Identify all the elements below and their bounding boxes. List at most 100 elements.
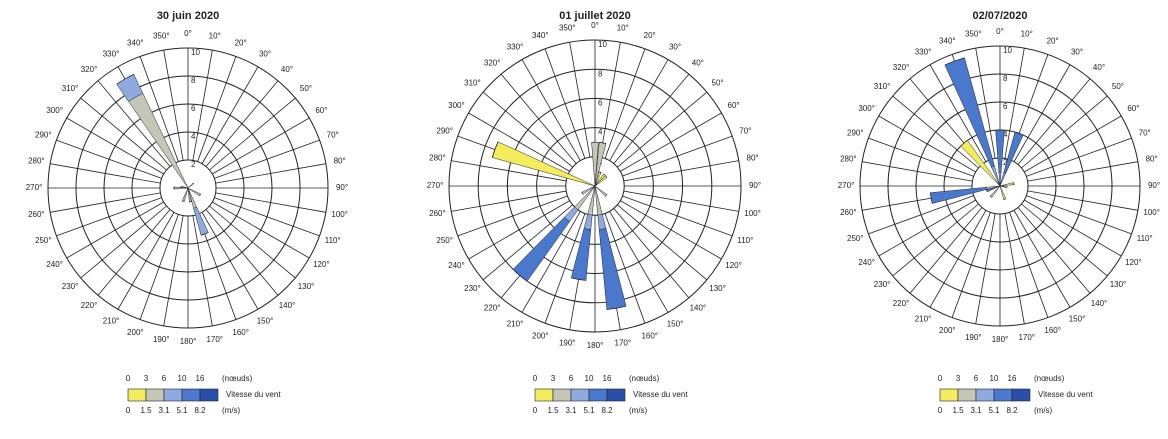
direction-label: 20°	[235, 38, 247, 47]
legend-swatch	[993, 388, 1013, 402]
ring	[887, 73, 1113, 299]
direction-label: 180°	[992, 335, 1009, 344]
ring-label: 10	[191, 48, 200, 57]
direction-label: 70°	[327, 130, 339, 139]
direction-label: 160°	[1044, 326, 1061, 335]
direction-label: 30°	[1071, 48, 1083, 57]
legend-ms-label: 0	[938, 406, 943, 415]
ring	[159, 159, 217, 217]
direction-label: 130°	[298, 282, 315, 291]
legend-ms-label: 8.2	[601, 406, 613, 415]
legend-swatch	[939, 388, 959, 402]
direction-label: 120°	[1125, 258, 1142, 267]
legend-ms-label: 8.2	[1006, 406, 1018, 415]
legend-knots-label: 3	[144, 374, 149, 383]
legend-ms-label: 3.1	[565, 406, 577, 415]
direction-label: 250°	[436, 236, 453, 245]
direction-label: 250°	[847, 234, 864, 243]
ring	[131, 131, 245, 245]
direction-label: 270°	[838, 181, 855, 190]
legend-knots-label: 16	[1008, 374, 1017, 383]
petal-segment	[605, 175, 608, 178]
ring-label: 2	[191, 160, 196, 169]
direction-label: 100°	[744, 209, 761, 218]
petal-segment	[571, 277, 586, 281]
legend-ms-unit: (m/s)	[1034, 406, 1053, 415]
direction-label: 40°	[1093, 63, 1105, 72]
direction-label: 280°	[429, 153, 446, 162]
direction-label: 10°	[1021, 29, 1033, 38]
ring-label: 8	[598, 69, 603, 78]
direction-label: 60°	[1127, 104, 1139, 113]
ring	[859, 45, 1141, 327]
petal-segment	[570, 228, 592, 281]
legend-ms-label: 0	[126, 406, 131, 415]
direction-label: 110°	[1137, 234, 1153, 243]
legend-knots-label: 10	[585, 374, 594, 383]
direction-label: 320°	[81, 65, 98, 74]
legend-ms-label: 1.5	[547, 406, 559, 415]
direction-label: 20°	[1047, 36, 1059, 45]
direction-label: 80°	[1146, 154, 1158, 163]
direction-label: 340°	[532, 31, 549, 40]
direction-label: 100°	[1143, 208, 1160, 217]
legend-knots-unit: (nœuds)	[629, 374, 660, 383]
direction-label: 30°	[259, 50, 271, 59]
direction-label: 330°	[915, 48, 932, 57]
direction-label: 30°	[669, 43, 681, 52]
petal-segment	[999, 182, 1015, 187]
petal-segment	[944, 57, 965, 66]
legend-ms-label: 8.2	[194, 406, 206, 415]
direction-label: 320°	[484, 59, 501, 68]
direction-label: 350°	[559, 24, 576, 33]
direction-label: 160°	[641, 331, 658, 340]
direction-label: 180°	[587, 341, 604, 350]
legend-knots-label: 0	[533, 374, 538, 383]
direction-label: 90°	[1148, 181, 1160, 190]
direction-label: 270°	[26, 183, 43, 192]
legend-knots-label: 16	[603, 374, 612, 383]
direction-label: 270°	[427, 181, 444, 190]
direction-label: 230°	[874, 280, 891, 289]
direction-label: 300°	[858, 104, 875, 113]
direction-label: 180°	[180, 337, 197, 346]
ring-label: 4	[598, 128, 603, 137]
direction-label: 220°	[893, 299, 910, 308]
legend-knots-unit: (nœuds)	[1034, 374, 1065, 383]
direction-label: 150°	[257, 316, 274, 325]
petal-segment	[512, 269, 528, 282]
petal-segment	[581, 192, 584, 195]
legend-knots-label: 10	[178, 374, 187, 383]
ring	[75, 75, 301, 301]
direction-label: 150°	[1069, 314, 1086, 323]
direction-label: 230°	[62, 282, 79, 291]
direction-label: 190°	[965, 333, 982, 342]
chart-title: 02/07/2020	[972, 10, 1027, 22]
direction-label: 140°	[279, 301, 296, 310]
petal-segment	[999, 185, 1007, 200]
ring-label: 2	[1003, 158, 1008, 167]
direction-label: 170°	[615, 339, 632, 348]
legend-swatch	[570, 388, 590, 402]
legend-swatch	[1011, 388, 1031, 402]
petal-segment	[603, 173, 606, 176]
direction-label: 140°	[1091, 299, 1108, 308]
ring	[103, 103, 273, 273]
petal-segment	[999, 185, 1008, 189]
direction-label: 280°	[28, 156, 45, 165]
direction-label: 150°	[667, 320, 684, 329]
legend-ms-unit: (m/s)	[629, 406, 648, 415]
direction-label: 280°	[840, 154, 857, 163]
legend-swatch	[163, 388, 183, 402]
direction-label: 260°	[840, 208, 857, 217]
direction-label: 350°	[965, 29, 982, 38]
direction-label: 240°	[46, 260, 63, 269]
direction-label: 350°	[153, 31, 170, 40]
chart-title: 30 juin 2020	[157, 10, 219, 22]
ring	[477, 68, 713, 304]
direction-label: 260°	[28, 210, 45, 219]
direction-label: 330°	[103, 50, 120, 59]
direction-label: 80°	[334, 156, 346, 165]
legend-ms-label: 3.1	[158, 406, 170, 415]
direction-label: 290°	[847, 128, 864, 137]
